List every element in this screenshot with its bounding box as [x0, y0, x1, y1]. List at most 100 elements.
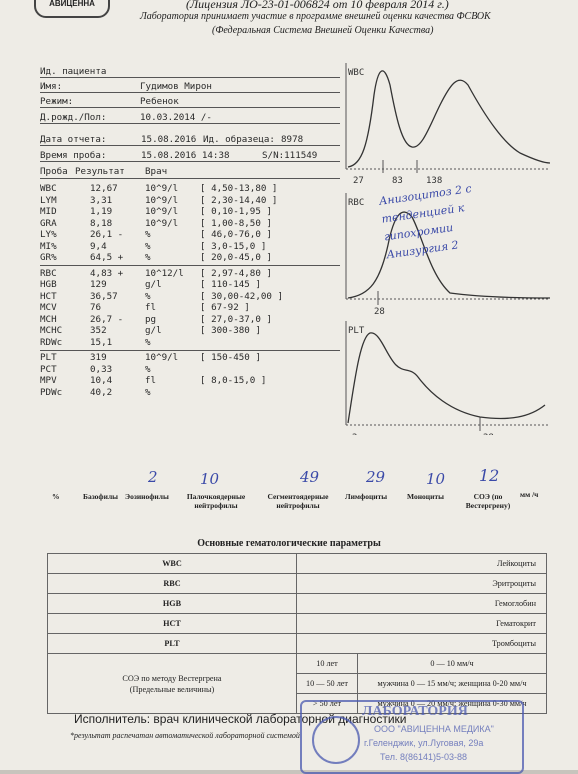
- result-range: [ 67-92 ]: [200, 302, 250, 313]
- result-unit: %: [145, 386, 151, 398]
- hematology-table: WBC Лейкоциты RBC Эритроциты HGB Гемоглобин HC…: [47, 553, 547, 714]
- param-code: RBC: [47, 573, 297, 594]
- report-date-label: Дата отчета:: [40, 134, 107, 145]
- handwritten-note: Анизоцитоз 2 с тенденцией к гипохромии А…: [378, 180, 480, 264]
- result-range: [ 1,00-8,50 ]: [200, 217, 272, 229]
- result-code: MPV: [40, 375, 57, 386]
- section-divider: [40, 265, 340, 266]
- mode-value: Ребенок: [140, 96, 179, 107]
- result-code: LYM: [40, 194, 57, 206]
- section-divider: [40, 349, 340, 351]
- param-row: RBC Эритроциты: [47, 573, 547, 594]
- print-note: *результат распечатан автоматической лаб…: [70, 731, 300, 740]
- logo-text: АВИЦЕННА: [49, 0, 95, 8]
- result-unit: %: [145, 252, 151, 263]
- result-unit: pg: [145, 313, 157, 325]
- result-unit: %: [145, 336, 151, 348]
- result-code: MID: [40, 206, 57, 217]
- result-code: WBC: [40, 183, 57, 194]
- mon-value: 10: [426, 470, 446, 488]
- param-code: HGB: [47, 593, 297, 614]
- stamp-org: ООО "АВИЦЕННА МЕДИКА": [374, 724, 494, 734]
- result-value: 319: [90, 352, 107, 363]
- esr-label-2: (Предельные величины): [129, 684, 215, 694]
- clinic-logo: АВИЦЕННА: [34, 0, 110, 18]
- result-code: PCT: [40, 363, 57, 375]
- plt-tick-1: 2: [352, 433, 357, 435]
- lym-label: Лимфоциты: [345, 492, 388, 501]
- result-code: PDWc: [40, 386, 63, 398]
- result-unit: 10^9/l: [145, 217, 179, 229]
- esr-norm-2: мужчина 0 — 15 мм/ч; женщина 0-20 мм/ч: [357, 673, 547, 694]
- result-value: 76: [90, 302, 102, 313]
- param-code: PLT: [47, 633, 297, 654]
- result-unit: fl: [145, 375, 157, 386]
- result-code: MI%: [40, 240, 57, 252]
- sample-time-label: Время проба:: [40, 150, 107, 161]
- param-name: Лейкоциты: [296, 553, 547, 574]
- result-value: 3,31: [90, 194, 113, 206]
- esr-cell: СОЭ по методу Вестергрена (Предельные ве…: [47, 653, 297, 714]
- col-doctor: Врач: [145, 166, 168, 177]
- plt-tick-2: 28: [483, 433, 494, 435]
- baso-value: 2: [148, 468, 158, 486]
- result-value: 36,57: [90, 290, 118, 302]
- esr-unit: мм /ч: [520, 490, 539, 499]
- result-value: 10,4: [90, 375, 113, 386]
- license-line: (Лицензия ЛО-23-01-006824 от 10 февраля …: [186, 0, 449, 11]
- fsvok-subline: (Федеральная Система Внешней Оценки Каче…: [212, 25, 434, 36]
- esr-age-2: 10 — 50 лет: [296, 673, 358, 694]
- plt-hist-label: PLT: [348, 326, 365, 336]
- result-range: [ 110-145 ]: [200, 279, 261, 290]
- result-value: 12,67: [90, 183, 118, 194]
- param-row: WBC Лейкоциты: [47, 553, 547, 574]
- result-value: 64,5 +: [90, 252, 124, 263]
- wbc-tick-2: 83: [392, 176, 403, 186]
- result-unit: %: [145, 363, 151, 375]
- result-range: [ 0,10-1,95 ]: [200, 206, 272, 217]
- esr-norm-1: 0 — 10 мм/ч: [357, 653, 547, 674]
- result-unit: 10^9/l: [145, 206, 179, 217]
- lab-stamp: ЛАБОРАТОРИЯ ООО "АВИЦЕННА МЕДИКА" г.Геле…: [300, 700, 524, 774]
- result-unit: 10^12/l: [145, 267, 184, 279]
- param-code: HCT: [47, 613, 297, 634]
- result-value: 15,1: [90, 336, 113, 348]
- result-unit: g/l: [145, 325, 162, 336]
- result-range: [ 8,0-15,0 ]: [200, 375, 267, 386]
- param-name: Тромбоциты: [296, 633, 547, 654]
- result-range: [ 46,0-76,0 ]: [200, 229, 272, 240]
- result-range: [ 20,0-45,0 ]: [200, 252, 272, 263]
- result-value: 1,19: [90, 206, 113, 217]
- result-code: LY%: [40, 229, 57, 240]
- result-value: 352: [90, 325, 107, 336]
- patient-id-label: Ид. пациента: [40, 66, 107, 77]
- wbc-histogram: WBC 27 83 138: [345, 63, 551, 186]
- result-code: MCV: [40, 302, 57, 313]
- result-range: [ 4,50-13,80 ]: [200, 183, 278, 194]
- esr-norm-3: мужчина 0 — 20 мм/ч; женщина 0-30 мм/ч: [357, 693, 547, 714]
- wbc-tick-3: 138: [426, 176, 442, 186]
- esr-row-1: СОЭ по методу Вестергрена (Предельные ве…: [47, 653, 547, 714]
- esr-age-3: > 50 лет: [296, 693, 358, 714]
- esr-label: СОЭ (по Вестергрену): [465, 492, 511, 510]
- result-unit: %: [145, 229, 151, 240]
- esr-age-1: 10 лет: [296, 653, 358, 674]
- result-value: 4,83 +: [90, 267, 124, 279]
- serial-number: S/N:111549: [262, 150, 318, 161]
- result-range: [ 2,30-14,40 ]: [200, 194, 278, 206]
- result-code: MCHC: [40, 325, 63, 336]
- result-value: 26,7 -: [90, 313, 124, 325]
- result-unit: 10^9/l: [145, 183, 179, 194]
- esr-row-3: > 50 лет мужчина 0 — 20 мм/ч; женщина 0-…: [48, 693, 547, 714]
- stamp-phone: Тел. 8(86141)5-03-88: [380, 752, 467, 762]
- lym-value: 29: [366, 468, 386, 486]
- result-code: PLT: [40, 352, 57, 363]
- result-range: [ 300-380 ]: [200, 325, 261, 336]
- stamp-title: ЛАБОРАТОРИЯ: [362, 704, 468, 719]
- result-unit: %: [145, 240, 151, 252]
- param-row: PLT Тромбоциты: [47, 633, 547, 654]
- mon-label: Моноциты: [407, 492, 444, 501]
- wbc-hist-label: WBC: [348, 68, 364, 78]
- rbc-hist-label: RBC: [348, 198, 364, 208]
